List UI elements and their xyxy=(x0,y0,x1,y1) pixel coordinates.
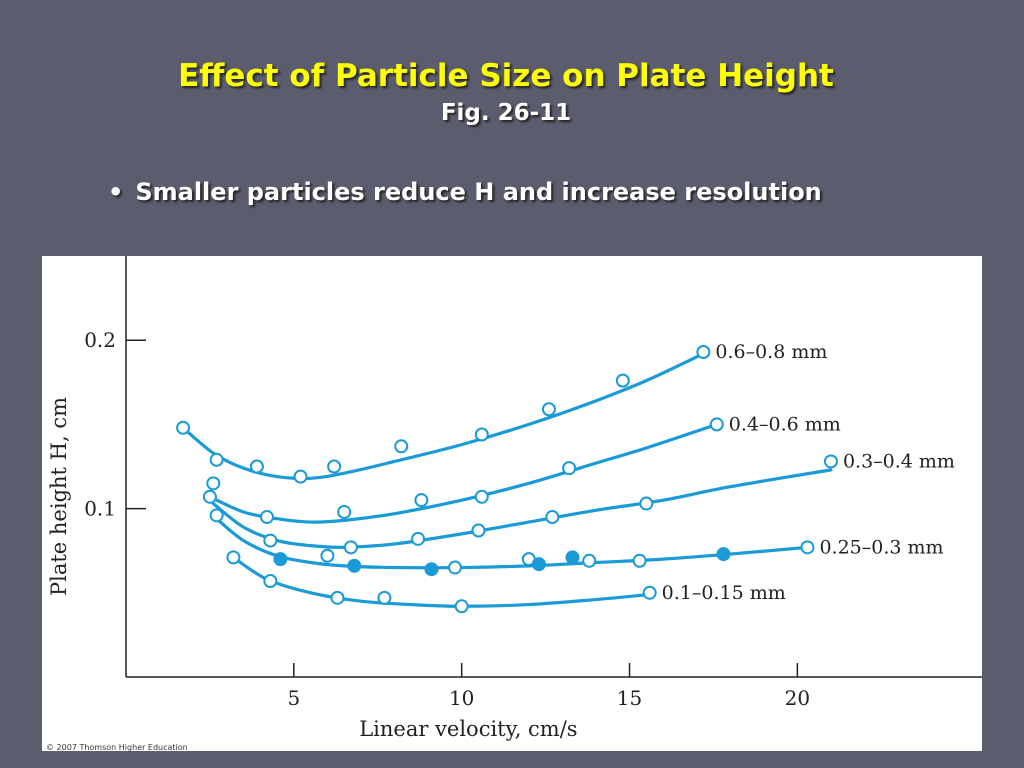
data-point-open xyxy=(206,476,221,491)
series-label-4: 0.1–0.15 mm xyxy=(662,582,786,604)
bullet-point: • Smaller particles reduce H and increase… xyxy=(108,178,822,206)
data-point-open xyxy=(343,540,358,555)
data-point-open xyxy=(615,373,630,388)
data-point-open xyxy=(800,540,815,555)
data-point-open xyxy=(632,553,647,568)
data-point-open xyxy=(176,420,191,435)
data-point-open xyxy=(562,461,577,476)
series-line-2 xyxy=(211,468,833,549)
bullet-text: Smaller particles reduce H and increase … xyxy=(135,178,822,206)
data-point-open xyxy=(545,510,560,525)
x-tick-label: 5 xyxy=(287,686,300,710)
data-point-filled xyxy=(531,557,546,572)
data-point-open xyxy=(414,493,429,508)
data-point-open xyxy=(209,508,224,523)
series-line-0 xyxy=(181,352,705,481)
y-tick-label: 0.2 xyxy=(84,328,116,352)
data-point-filled xyxy=(347,558,362,573)
data-point-filled xyxy=(273,552,288,567)
data-point-open xyxy=(474,489,489,504)
data-point-open xyxy=(377,590,392,605)
copyright-notice: © 2007 Thomson Higher Education xyxy=(46,743,188,752)
series-label-1: 0.4–0.6 mm xyxy=(729,413,841,435)
data-point-open xyxy=(337,504,352,519)
data-point-open xyxy=(394,439,409,454)
data-point-open xyxy=(639,496,654,511)
data-point-open xyxy=(320,548,335,563)
data-point-open xyxy=(259,510,274,525)
data-point-filled xyxy=(716,547,731,562)
data-point-open xyxy=(696,344,711,359)
y-axis-label: Plate height H, cm xyxy=(47,397,71,596)
data-point-open xyxy=(709,417,724,432)
data-point-open xyxy=(411,531,426,546)
data-point-open xyxy=(330,590,345,605)
series-line-4 xyxy=(231,555,652,608)
x-tick-label: 20 xyxy=(785,686,810,710)
data-point-open xyxy=(209,452,224,467)
series-label-2: 0.3–0.4 mm xyxy=(843,450,955,472)
data-point-open xyxy=(582,553,597,568)
data-point-open xyxy=(823,454,838,469)
data-point-open xyxy=(454,599,469,614)
data-point-open xyxy=(474,427,489,442)
data-point-open xyxy=(642,585,657,600)
slide-title: Effect of Particle Size on Plate Height xyxy=(178,58,834,94)
data-point-open xyxy=(541,402,556,417)
series-label-0: 0.6–0.8 mm xyxy=(715,341,827,363)
plate-height-chart: 5 10 15 20 0.1 0.2 Linear velocity, cm/s Plate … xyxy=(47,256,982,741)
data-point-open xyxy=(226,550,241,565)
bullet-marker: • xyxy=(108,178,124,206)
x-tick-label: 10 xyxy=(449,686,474,710)
data-point-filled xyxy=(424,562,439,577)
data-point-open xyxy=(471,523,486,538)
x-axis-label: Linear velocity, cm/s xyxy=(359,717,577,741)
data-point-filled xyxy=(565,550,580,565)
data-point-open xyxy=(263,533,278,548)
figure-panel: 5 10 15 20 0.1 0.2 Linear velocity, cm/s Plate … xyxy=(42,256,982,752)
data-point-open xyxy=(293,469,308,484)
data-point-open xyxy=(447,560,462,575)
data-point-open xyxy=(202,489,217,504)
data-point-open xyxy=(249,459,264,474)
data-point-open xyxy=(263,574,278,589)
x-tick-label: 15 xyxy=(617,686,642,710)
slide-subtitle: Fig. 26-11 xyxy=(440,100,572,126)
data-point-open xyxy=(327,459,342,474)
y-tick-label: 0.1 xyxy=(84,497,116,521)
series-label-3: 0.25–0.3 mm xyxy=(819,536,943,558)
